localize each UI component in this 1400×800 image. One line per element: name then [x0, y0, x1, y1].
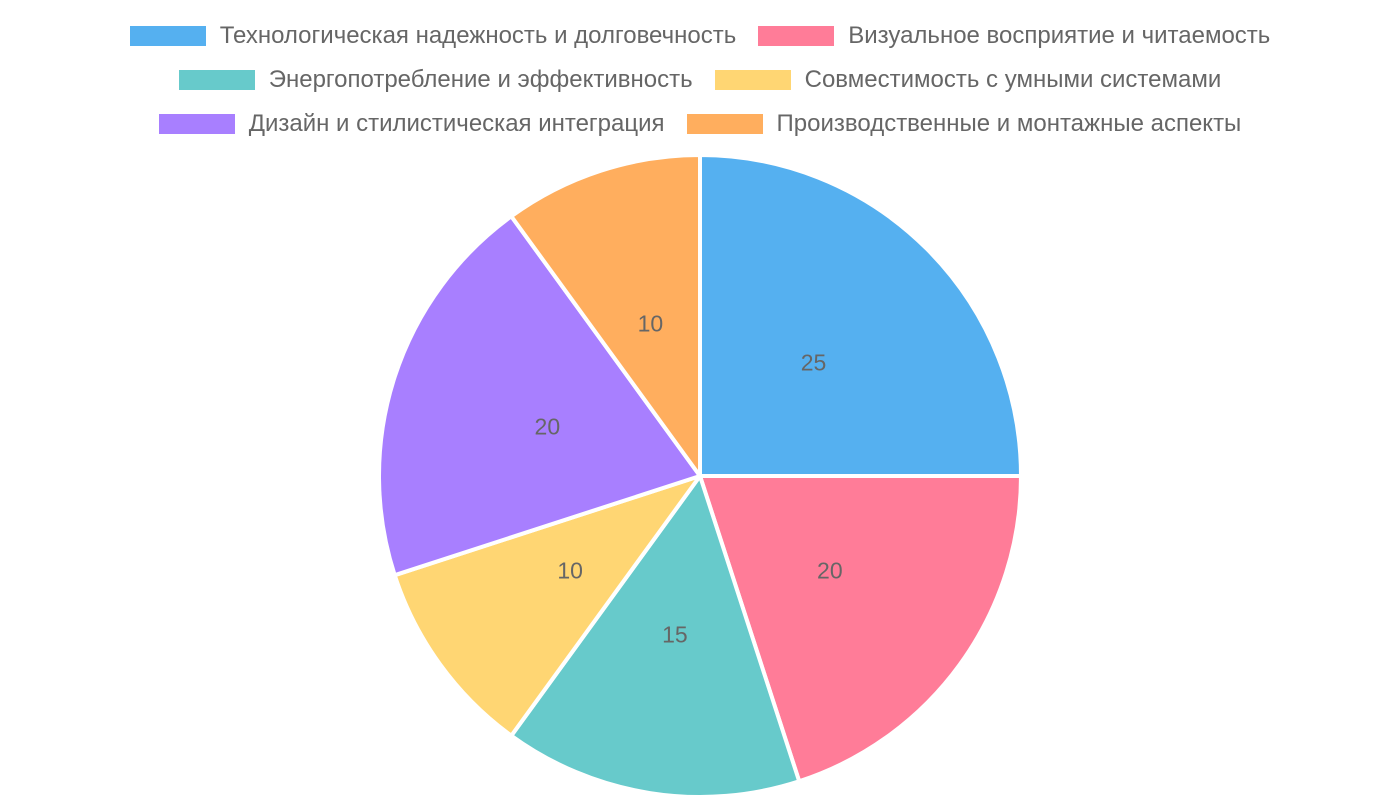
legend-row-2: Энергопотребление и эффективность Совмес… [0, 58, 1400, 102]
legend-label: Энергопотребление и эффективность [268, 66, 693, 93]
legend-swatch [158, 114, 235, 134]
legend-item[interactable]: Дизайн и стилистическая интеграция [158, 110, 665, 138]
pie-slice[interactable] [377, 214, 702, 578]
legend-item[interactable]: Совместимость с умными системами [714, 66, 1222, 94]
legend-swatch [714, 70, 791, 90]
pie-slice[interactable] [698, 153, 1023, 478]
legend-label: Технологическая надежность и долговечнос… [219, 22, 737, 49]
slice-value-label: 10 [638, 310, 664, 336]
pie-slice[interactable] [509, 474, 802, 799]
legend-item[interactable]: Технологическая надежность и долговечнос… [129, 22, 737, 50]
pie-slice[interactable] [392, 474, 702, 738]
slice-value-label: 10 [557, 557, 583, 583]
legend: Технологическая надежность и долговечнос… [0, 14, 1400, 146]
slice-value-label: 15 [662, 622, 688, 648]
legend-swatch [129, 26, 206, 46]
pie-slice[interactable] [509, 153, 702, 478]
legend-label: Визуальное восприятие и читаемость [848, 22, 1271, 49]
legend-row-1: Технологическая надежность и долговечнос… [0, 14, 1400, 58]
legend-swatch [178, 70, 255, 90]
legend-label: Совместимость с умными системами [804, 66, 1222, 93]
legend-row-3: Дизайн и стилистическая интеграция Произ… [0, 102, 1400, 146]
legend-label: Производственные и монтажные аспекты [776, 110, 1242, 137]
slice-value-label: 20 [535, 413, 561, 439]
legend-item[interactable]: Производственные и монтажные аспекты [686, 110, 1242, 138]
legend-swatch [758, 26, 835, 46]
slice-value-label: 20 [817, 557, 843, 583]
legend-item[interactable]: Визуальное восприятие и читаемость [758, 22, 1270, 50]
pie-slice[interactable] [698, 474, 1023, 784]
legend-item[interactable]: Энергопотребление и эффективность [178, 66, 693, 94]
legend-swatch [686, 114, 763, 134]
legend-label: Дизайн и стилистическая интеграция [248, 110, 665, 137]
slice-value-label: 25 [801, 350, 827, 376]
